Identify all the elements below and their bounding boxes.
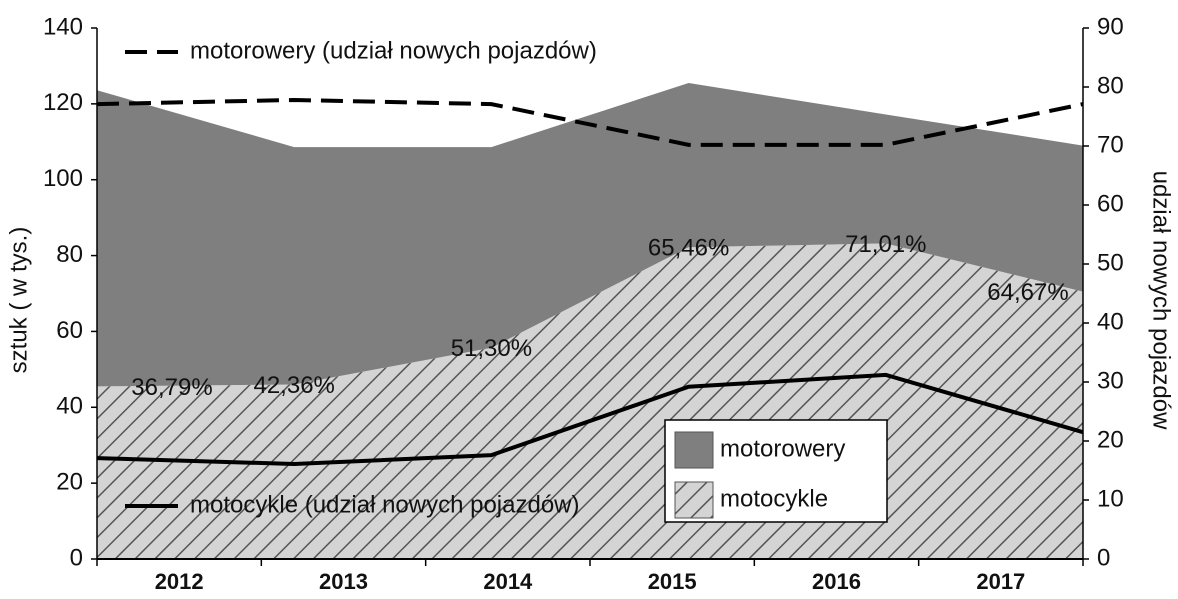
x-tick-label: 2016 xyxy=(812,569,861,594)
y-tick-label: 20 xyxy=(56,468,83,495)
x-tick-label: 2013 xyxy=(319,569,368,594)
y2-tick-label: 90 xyxy=(1097,13,1124,40)
annotation: 71,01% xyxy=(845,231,926,258)
y2-tick-label: 30 xyxy=(1097,367,1124,394)
x-tick-label: 2014 xyxy=(483,569,533,594)
x-tick-label: 2012 xyxy=(155,569,204,594)
y2-tick-label: 70 xyxy=(1097,131,1124,158)
y-tick-label: 40 xyxy=(56,393,83,420)
y-axis-label: sztuk ( w tys.) xyxy=(5,227,32,374)
line xyxy=(96,97,1084,147)
x-tick-label: 2017 xyxy=(976,569,1025,594)
y2-tick-label: 20 xyxy=(1097,426,1124,453)
annotation: 65,46% xyxy=(648,235,729,262)
y-tick-label: 80 xyxy=(56,241,83,268)
area xyxy=(97,82,1083,387)
y2-tick-label: 80 xyxy=(1097,72,1124,99)
y2-tick-label: 50 xyxy=(1097,249,1124,276)
y-tick-label: 100 xyxy=(43,165,83,192)
legend-label: motocykle (udział nowych pojazdów) xyxy=(190,491,580,518)
legend-swatch xyxy=(674,481,714,519)
legend-label: motocykle xyxy=(720,485,828,512)
y2-axis-label: udział nowych pojazdów xyxy=(1148,171,1175,430)
y-tick-label: 60 xyxy=(56,317,83,344)
y-tick-label: 120 xyxy=(43,89,83,116)
legend-label: motorowery (udział nowych pojazdów) xyxy=(190,37,597,64)
y-tick-label: 0 xyxy=(70,544,83,571)
line xyxy=(96,372,1084,467)
y2-tick-label: 40 xyxy=(1097,308,1124,335)
y-tick-label: 140 xyxy=(43,13,83,40)
legend-swatch xyxy=(674,431,714,469)
annotation: 36,79% xyxy=(131,374,212,401)
legend-label: motorowery xyxy=(720,435,845,462)
annotation: 42,36% xyxy=(253,372,334,399)
annotation: 64,67% xyxy=(987,279,1068,306)
y2-tick-label: 10 xyxy=(1097,485,1124,512)
x-tick-label: 2015 xyxy=(648,569,697,594)
y2-tick-label: 0 xyxy=(1097,544,1110,571)
annotation: 51,30% xyxy=(451,335,532,362)
y2-tick-label: 60 xyxy=(1097,190,1124,217)
